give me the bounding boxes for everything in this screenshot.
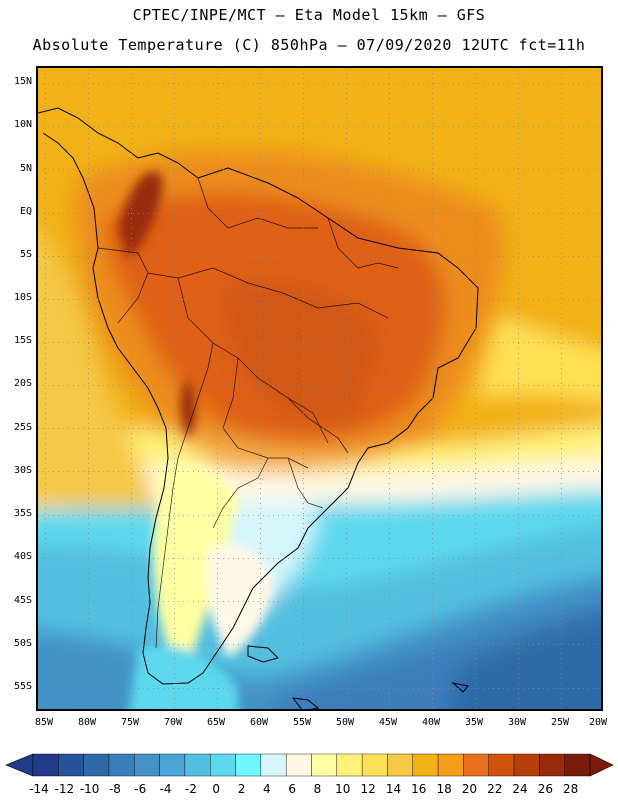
lat-label: EQ bbox=[19, 206, 32, 217]
lon-label: 25W bbox=[550, 717, 570, 728]
lat-label: 10S bbox=[13, 292, 32, 303]
lat-label: 10N bbox=[13, 119, 32, 130]
lon-label: 30W bbox=[507, 717, 527, 728]
colorbar-tick-label: -12 bbox=[54, 782, 75, 796]
country-borders bbox=[97, 177, 399, 649]
colorbar-swatch bbox=[134, 753, 160, 777]
colorbar-swatch bbox=[463, 753, 489, 777]
colorbar-swatch bbox=[412, 753, 439, 777]
colorbar-over-arrow bbox=[589, 753, 614, 777]
colorbar-tick-label: -8 bbox=[108, 782, 121, 796]
colorbar-swatch bbox=[361, 753, 388, 777]
colorbar-swatch bbox=[336, 753, 363, 777]
colorbar-swatch bbox=[235, 753, 262, 777]
lat-label: 35S bbox=[13, 508, 32, 519]
colorbar-tick-label: 18 bbox=[436, 782, 452, 796]
colorbar-tick-label: 20 bbox=[461, 782, 478, 796]
colorbar-swatch bbox=[285, 753, 312, 777]
lat-label: 5S bbox=[19, 249, 32, 260]
colorbar-tick-label: -14 bbox=[29, 782, 49, 796]
lon-label: 75W bbox=[120, 717, 140, 728]
colorbar-tick-label: 26 bbox=[537, 782, 553, 796]
colorbar-tick-label: 12 bbox=[360, 782, 376, 796]
lon-label: 55W bbox=[292, 717, 312, 728]
colorbar-tick-label: 6 bbox=[288, 782, 296, 796]
colorbar-tick-label: -2 bbox=[184, 782, 197, 796]
colorbar-tick-label: -4 bbox=[159, 782, 172, 796]
lat-label: 25S bbox=[13, 422, 32, 433]
colorbar-tick-label: 0 bbox=[212, 782, 221, 796]
lat-label: 15S bbox=[13, 335, 32, 346]
colorbar-tick-label: -6 bbox=[134, 782, 147, 796]
colorbar-tick-label: 16 bbox=[411, 782, 427, 796]
colorbar-tick-label: 14 bbox=[385, 782, 402, 796]
colorbar-swatch bbox=[437, 753, 464, 777]
colorbar-swatch bbox=[260, 753, 287, 777]
lat-label: 15N bbox=[13, 76, 32, 87]
colorbar-swatch bbox=[159, 753, 186, 777]
colorbar-tick-label: 22 bbox=[487, 782, 503, 796]
lat-label: 30S bbox=[13, 465, 32, 476]
colorbar-swatch bbox=[311, 753, 338, 777]
lon-label: 40W bbox=[421, 717, 441, 728]
colorbar-tick-label: 2 bbox=[237, 782, 246, 796]
lon-label: 35W bbox=[464, 717, 484, 728]
colorbar-tick-label: -10 bbox=[79, 782, 100, 796]
colorbar-swatch bbox=[32, 753, 59, 777]
lat-label: 20S bbox=[13, 378, 32, 389]
lat-label: 55S bbox=[13, 681, 32, 692]
colorbar-tick-label: 8 bbox=[313, 782, 322, 796]
colorbar-swatch bbox=[488, 753, 515, 777]
colorbar-swatch bbox=[513, 753, 540, 777]
lat-label: 45S bbox=[13, 595, 32, 606]
coastline bbox=[38, 107, 479, 709]
colorbar-swatch bbox=[387, 753, 413, 777]
colorbar-swatch bbox=[108, 753, 135, 777]
lon-label: 65W bbox=[206, 717, 226, 728]
colorbar-swatch bbox=[58, 753, 84, 777]
lat-label: 40S bbox=[13, 551, 32, 562]
colorbar-tick-label: 10 bbox=[335, 782, 351, 796]
colorbar-swatch bbox=[564, 753, 591, 777]
lon-label: 80W bbox=[77, 717, 97, 728]
map-panel bbox=[36, 66, 603, 711]
lon-label: 60W bbox=[249, 717, 269, 728]
lon-label: 70W bbox=[163, 717, 183, 728]
lon-label: 45W bbox=[378, 717, 398, 728]
colorbar-under-arrow bbox=[5, 753, 34, 777]
lon-label: 50W bbox=[335, 717, 355, 728]
colorbar-tick-label: 24 bbox=[512, 782, 528, 796]
colorbar-swatch bbox=[210, 753, 236, 777]
lon-label: 85W bbox=[34, 717, 54, 728]
map-title: CPTEC/INPE/MCT – Eta Model 15km – GFS bbox=[132, 6, 486, 24]
colorbar-tick-label: 4 bbox=[263, 782, 271, 796]
colorbar bbox=[5, 753, 614, 777]
lon-label: 20W bbox=[588, 717, 608, 728]
temperature-map bbox=[38, 68, 601, 709]
colorbar-swatch bbox=[83, 753, 110, 777]
colorbar-tick-label: 28 bbox=[563, 782, 579, 796]
colorbar-swatch bbox=[184, 753, 211, 777]
lat-label: 50S bbox=[13, 638, 32, 649]
lat-label: 5N bbox=[19, 163, 32, 174]
map-subtitle: Absolute Temperature (C) 850hPa – 07/09/… bbox=[32, 36, 586, 54]
colorbar-swatch bbox=[539, 753, 565, 777]
